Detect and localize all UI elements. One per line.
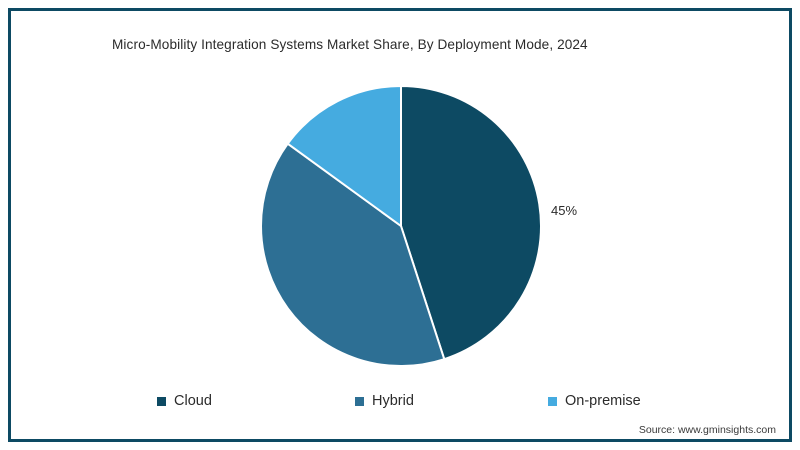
pie-slice-on-premise[interactable] xyxy=(286,85,402,227)
pie-slice-group xyxy=(260,85,542,367)
legend-label-hybrid: Hybrid xyxy=(372,392,414,409)
pie-slice-cloud[interactable] xyxy=(400,85,542,361)
legend-item-on-premise[interactable]: On-premise xyxy=(548,391,641,411)
pie-slice-value-label: 45% xyxy=(551,203,578,218)
legend-swatch-cloud xyxy=(157,396,166,406)
source-attribution: Source: www.gminsights.com xyxy=(638,424,776,436)
legend-label-cloud: Cloud xyxy=(174,392,212,409)
pie-chart-svg xyxy=(260,85,542,367)
legend-label-on-premise: On-premise xyxy=(565,392,641,409)
chart-legend: Cloud Hybrid On-premise xyxy=(150,391,670,411)
legend-swatch-on-premise xyxy=(548,396,557,406)
pie-chart xyxy=(260,85,542,367)
legend-item-hybrid[interactable]: Hybrid xyxy=(355,391,414,411)
pie-slice-hybrid[interactable] xyxy=(260,142,446,367)
legend-item-cloud[interactable]: Cloud xyxy=(157,391,212,411)
legend-swatch-hybrid xyxy=(355,396,364,406)
chart-title: Micro-Mobility Integration Systems Marke… xyxy=(112,37,588,52)
